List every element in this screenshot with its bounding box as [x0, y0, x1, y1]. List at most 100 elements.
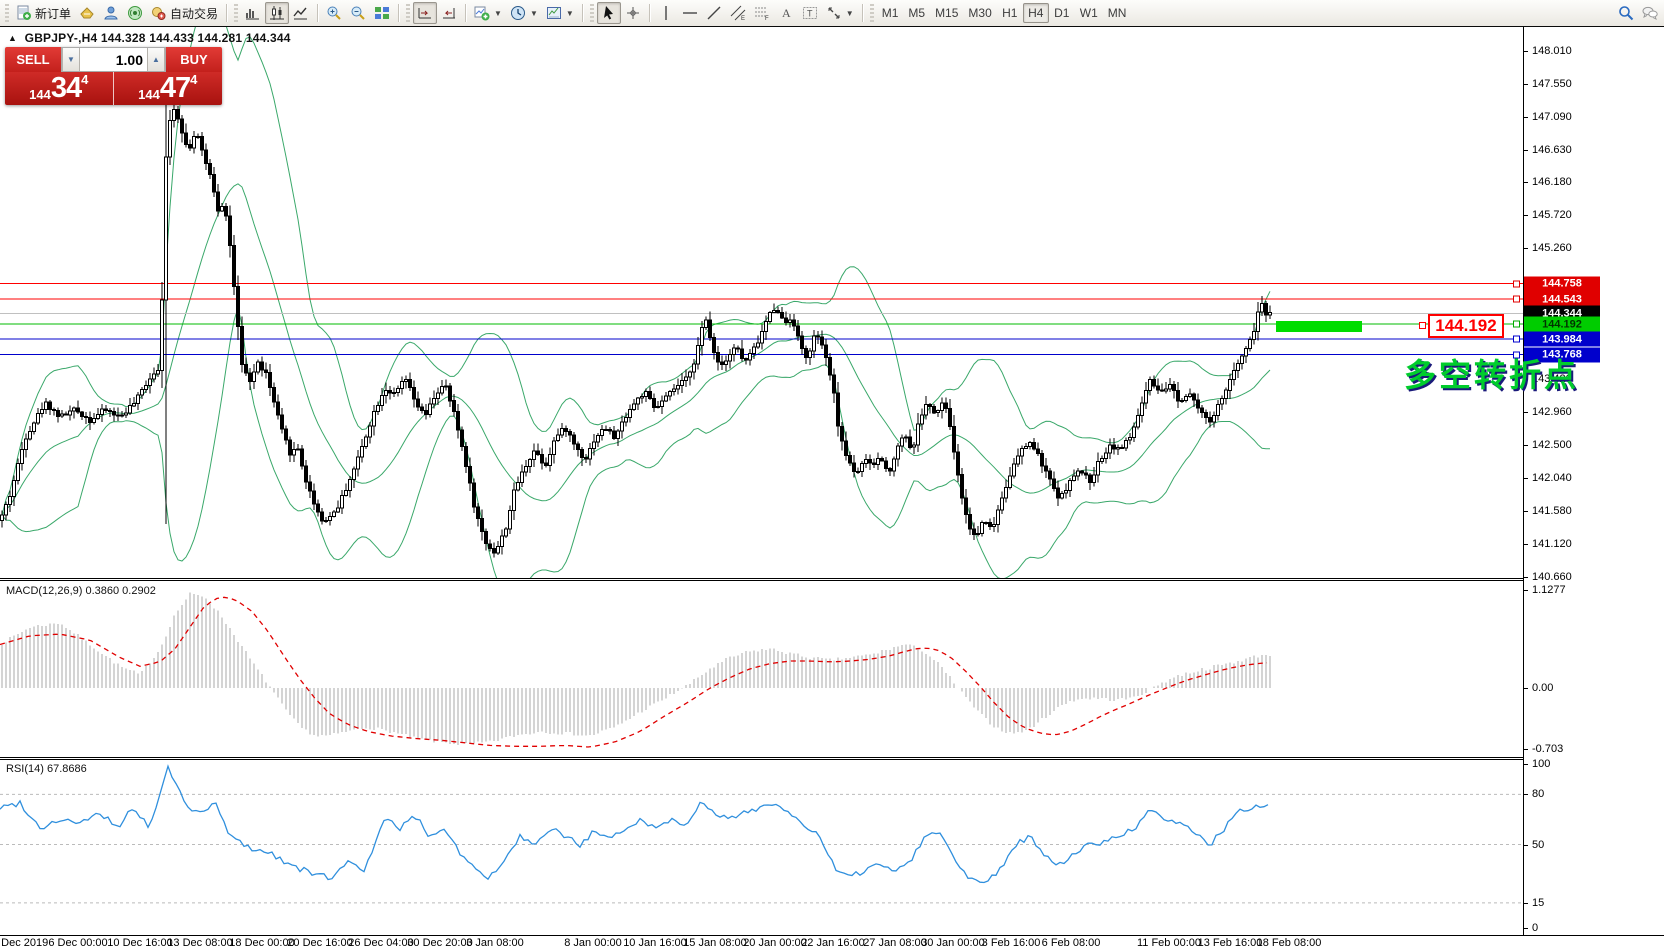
- timeframe-m5-button[interactable]: M5: [908, 6, 926, 20]
- price-tick-label: 145.260: [1532, 241, 1572, 254]
- auto-trading-button[interactable]: 自动交易: [147, 2, 222, 24]
- fibonacci-tool-button[interactable]: F: [750, 2, 774, 24]
- signal-icon: [128, 6, 143, 20]
- trendline-tool-button[interactable]: [702, 2, 726, 24]
- timeframe-w1-button[interactable]: W1: [1079, 6, 1098, 20]
- rsi-scale-label: 100: [1532, 758, 1551, 770]
- new-order-label: 新订单: [35, 6, 72, 21]
- time-axis-label: 3 Dec 2019: [0, 937, 49, 949]
- timeframe-mn-button[interactable]: MN: [1107, 6, 1127, 20]
- time-axis-label: 18 Dec 00:00: [229, 937, 295, 949]
- accounts-button[interactable]: [99, 2, 123, 24]
- sell-price[interactable]: 144 34 4: [5, 72, 114, 105]
- price-tick-mark: [1523, 511, 1528, 513]
- main-chart-plot[interactable]: [0, 27, 1523, 578]
- time-axis-label: 15 Jan 08:00: [683, 937, 747, 949]
- price-tick-label: 148.010: [1532, 45, 1572, 57]
- volume-down-button[interactable]: ▼: [62, 48, 80, 71]
- text-tool-button[interactable]: A: [774, 2, 798, 24]
- zoom-out-button[interactable]: [346, 2, 370, 24]
- market-watch-button[interactable]: [75, 2, 99, 24]
- symbol-title: GBPJPY-,H4: [24, 31, 98, 45]
- timeframe-h4-button[interactable]: H4: [1022, 3, 1049, 23]
- pivot-annotation-text[interactable]: 多空转折点: [1404, 357, 1580, 393]
- arrows-icon: [828, 7, 840, 19]
- buy-price[interactable]: 144 47 4: [114, 72, 223, 105]
- cursor-icon: [603, 6, 613, 20]
- candlestick-icon: [270, 6, 285, 20]
- price-line-marker: [1513, 335, 1520, 343]
- price-flag-143.768: 143.768: [1524, 347, 1600, 363]
- tile-windows-button[interactable]: [370, 2, 394, 24]
- tile-windows-icon: [375, 7, 390, 19]
- fibonacci-icon: F: [754, 7, 769, 21]
- price-flag-143.984: 143.984: [1524, 331, 1600, 347]
- timeframe-d1-button[interactable]: D1: [1054, 6, 1070, 20]
- price-flag-144.192: 144.192: [1524, 316, 1600, 332]
- periods-button[interactable]: ▼: [506, 2, 542, 24]
- rsi-scale-label: 0: [1532, 922, 1539, 934]
- price-tick-mark: [1523, 412, 1528, 414]
- toolbar-grip[interactable]: [5, 4, 9, 22]
- rsi-panel-plot[interactable]: [0, 761, 1523, 935]
- time-axis-label: 13 Dec 08:00: [167, 937, 233, 949]
- price-tick-mark: [1523, 379, 1528, 381]
- zoom-in-button[interactable]: [322, 2, 346, 24]
- macd-scale-label: -0.703: [1532, 743, 1564, 756]
- time-axis-label: 6 Feb 08:00: [1041, 937, 1101, 949]
- price-tick-mark: [1523, 149, 1528, 151]
- line-chart-mode-button[interactable]: [289, 2, 313, 24]
- time-axis-label: 30 Jan 00:00: [921, 937, 985, 949]
- buy-button[interactable]: BUY: [166, 47, 222, 72]
- price-tick-label: 142.040: [1532, 472, 1572, 485]
- timeframe-m1-button[interactable]: M1: [881, 6, 899, 20]
- ohlc-toggle-arrow[interactable]: ▲: [8, 33, 18, 43]
- line-chart-icon: [293, 7, 308, 20]
- bar-chart-mode-button[interactable]: [241, 2, 265, 24]
- search-button[interactable]: [1614, 2, 1638, 24]
- time-axis-label: 11 Feb 00:00: [1136, 937, 1202, 949]
- text-label-icon: T: [802, 7, 817, 19]
- price-tick-label: 142.500: [1532, 439, 1572, 452]
- horizontal-line-icon: [682, 12, 697, 14]
- price-tick-mark: [1523, 51, 1528, 52]
- timeframe-group: M1 M5 M15 M30 H1 H4 D1 W1 MN: [877, 3, 1132, 23]
- sell-price-sup: 4: [81, 72, 89, 87]
- macd-panel-plot[interactable]: [0, 582, 1523, 757]
- bar-chart-icon: [246, 9, 260, 20]
- arrows-tool-button[interactable]: ▼: [822, 2, 858, 24]
- price-annotation-box[interactable]: 144.192: [1428, 314, 1504, 338]
- horizontal-line-tool-button[interactable]: [678, 2, 702, 24]
- volume-input[interactable]: [80, 48, 147, 71]
- arrows-caret: ▼: [845, 8, 854, 18]
- cursor-tool-button[interactable]: [596, 2, 621, 24]
- templates-caret: ▼: [565, 8, 574, 18]
- crosshair-tool-button[interactable]: [621, 2, 645, 24]
- text-icon: A: [782, 6, 791, 20]
- timeframe-m15-button[interactable]: M15: [935, 6, 959, 20]
- new-order-button[interactable]: 新订单: [12, 2, 75, 24]
- signals-button[interactable]: [123, 2, 147, 24]
- timeframe-h1-button[interactable]: H1: [1002, 6, 1018, 20]
- clock-icon: [510, 6, 525, 20]
- ohlc-values: 144.328 144.433 144.281 144.344: [100, 31, 291, 45]
- timeframe-m30-button[interactable]: M30: [968, 6, 992, 20]
- templates-button[interactable]: ▼: [542, 2, 578, 24]
- channel-tool-button[interactable]: E: [726, 2, 750, 24]
- buy-price-big: 47: [159, 72, 191, 104]
- time-axis-label: 20 Dec 16:00: [287, 937, 353, 949]
- sell-button[interactable]: SELL: [5, 47, 61, 72]
- svg-text:F: F: [765, 16, 769, 21]
- add-indicator-button[interactable]: ▼: [470, 2, 506, 24]
- auto-scroll-button[interactable]: [413, 2, 438, 24]
- candlestick-mode-button[interactable]: [265, 2, 290, 24]
- chat-button[interactable]: [1638, 2, 1662, 24]
- label-tool-button[interactable]: T: [798, 2, 822, 24]
- price-line-marker: [1513, 280, 1520, 288]
- profile-icon: [104, 6, 118, 20]
- volume-up-button[interactable]: ▲: [147, 48, 165, 71]
- chart-shift-button[interactable]: [437, 2, 461, 24]
- price-flag-anchor[interactable]: [1419, 322, 1426, 329]
- vertical-line-tool-button[interactable]: [654, 2, 678, 24]
